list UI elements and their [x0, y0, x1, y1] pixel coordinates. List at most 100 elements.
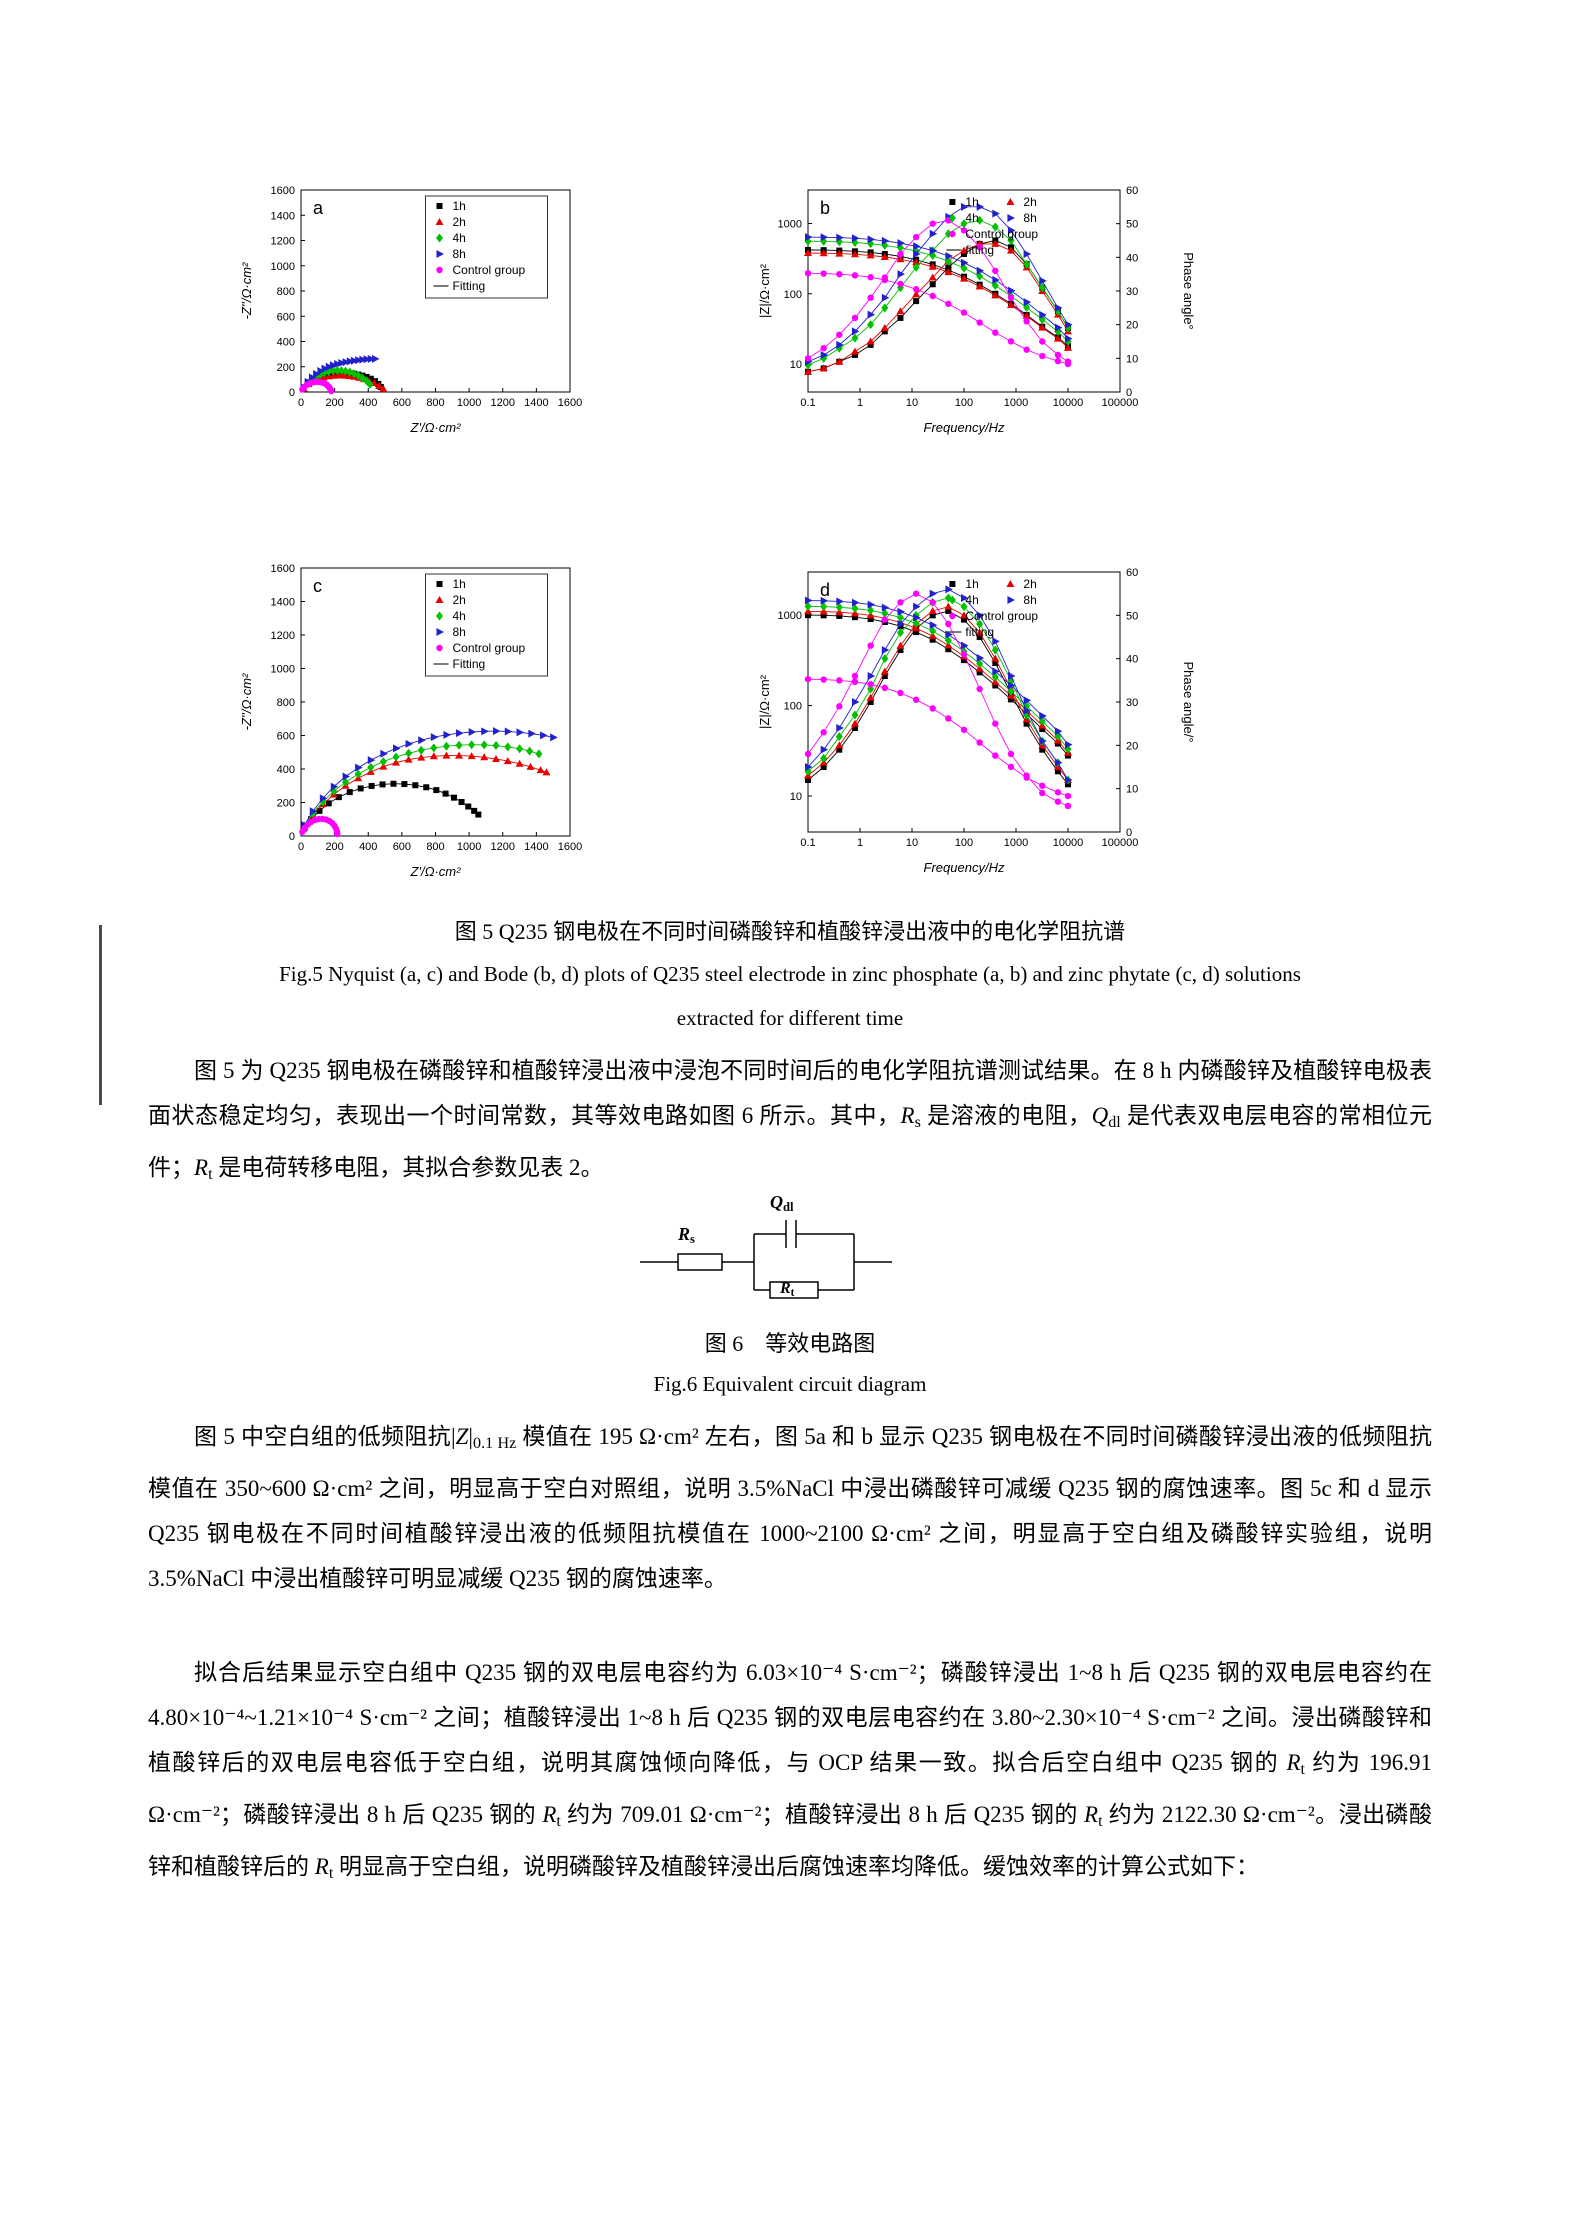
svg-text:1h: 1h — [453, 577, 466, 591]
svg-text:|Z|/Ω·cm²: |Z|/Ω·cm² — [757, 263, 772, 318]
fig5-caption-cn: 图 5 Q235 钢电极在不同时间磷酸锌和植酸锌浸出液中的电化学阻抗谱 — [454, 919, 1126, 944]
series-2h — [300, 751, 551, 830]
svg-text:0: 0 — [1126, 387, 1132, 399]
svg-text:1400: 1400 — [524, 397, 548, 409]
svg-text:1000: 1000 — [271, 664, 295, 676]
svg-text:Phase angle/°: Phase angle/° — [1181, 661, 1196, 742]
svg-text:1h: 1h — [965, 577, 978, 591]
svg-text:100: 100 — [784, 701, 802, 713]
svg-text:800: 800 — [426, 397, 444, 409]
svg-text:1200: 1200 — [271, 236, 295, 248]
svg-text:100000: 100000 — [1102, 397, 1139, 409]
svg-text:1000: 1000 — [1004, 837, 1028, 849]
svg-text:0.1: 0.1 — [800, 397, 815, 409]
fig5-caption-en-line2: extracted for different time — [676, 1006, 904, 1030]
svg-text:200: 200 — [325, 841, 343, 853]
svg-text:Control group: Control group — [453, 263, 526, 277]
svg-text:Z'/Ω·cm²: Z'/Ω·cm² — [410, 420, 462, 435]
paragraph-3: 拟合后结果显示空白组中 Q235 钢的双电层电容约为 6.03×10⁻⁴ S·c… — [148, 1660, 1433, 1883]
series-Control group — [804, 217, 1072, 368]
svg-text:0: 0 — [289, 387, 295, 399]
svg-text:-Z''/Ω·cm²: -Z''/Ω·cm² — [239, 673, 254, 730]
bode-plot-b: 0.1 1 10 100 1000 10000 1000001010010000102030… — [757, 185, 1196, 435]
svg-text:50: 50 — [1126, 610, 1138, 622]
svg-text:8h: 8h — [453, 625, 466, 639]
svg-text:4h: 4h — [453, 231, 466, 245]
legend-d: 1h 2h 4h 8h Control group fitting — [946, 577, 1038, 639]
svg-text:1h: 1h — [965, 195, 978, 209]
svg-text:10: 10 — [790, 791, 802, 803]
series-Control group — [804, 590, 1072, 810]
svg-text:10000: 10000 — [1053, 837, 1084, 849]
svg-text:1200: 1200 — [491, 397, 515, 409]
fig5-caption-en-line1: Fig.5 Nyquist (a, c) and Bode (b, d) plo… — [279, 962, 1301, 986]
series-1h — [301, 780, 482, 832]
svg-text:Z'/Ω·cm²: Z'/Ω·cm² — [410, 864, 462, 879]
svg-text:8h: 8h — [1023, 211, 1036, 225]
legend-b: 1h 2h 4h 8h Control group fitting — [946, 195, 1038, 257]
svg-text:Control group: Control group — [453, 641, 526, 655]
svg-text:0: 0 — [298, 397, 304, 409]
svg-text:10: 10 — [790, 359, 802, 371]
svg-text:1000: 1000 — [457, 397, 481, 409]
svg-text:-Z''/Ω·cm²: -Z''/Ω·cm² — [239, 262, 254, 319]
svg-text:1h: 1h — [453, 199, 466, 213]
svg-text:1200: 1200 — [491, 841, 515, 853]
svg-text:4h: 4h — [965, 211, 978, 225]
svg-text:4h: 4h — [965, 593, 978, 607]
svg-text:400: 400 — [277, 337, 295, 349]
svg-text:1400: 1400 — [271, 210, 295, 222]
series-8h — [805, 202, 1073, 366]
svg-text:b: b — [820, 198, 830, 218]
svg-text:1600: 1600 — [271, 185, 295, 197]
svg-text:8h: 8h — [1023, 593, 1036, 607]
rs-label: Rs — [678, 1224, 695, 1247]
svg-text:0: 0 — [289, 831, 295, 843]
resistor-rs — [677, 1253, 723, 1271]
series-4h — [300, 740, 543, 831]
svg-text:1: 1 — [857, 837, 863, 849]
svg-text:0: 0 — [1126, 827, 1132, 839]
svg-text:2h: 2h — [1023, 195, 1036, 209]
svg-text:600: 600 — [393, 841, 411, 853]
legend-c: 1h 2h 4h 8h Control group Fitting — [425, 573, 548, 677]
svg-text:1000: 1000 — [778, 610, 802, 622]
series-8h — [301, 727, 558, 830]
svg-text:100: 100 — [784, 289, 802, 301]
svg-text:|Z|/Ω·cm²: |Z|/Ω·cm² — [757, 674, 772, 729]
svg-text:2h: 2h — [453, 215, 466, 229]
svg-text:1600: 1600 — [558, 397, 582, 409]
revision-bar — [99, 925, 102, 1105]
svg-text:10: 10 — [1126, 353, 1138, 365]
legend-a: 1h 2h 4h 8h Control group Fitting — [425, 195, 548, 299]
svg-text:1000: 1000 — [271, 261, 295, 273]
svg-text:1400: 1400 — [271, 597, 295, 609]
svg-text:8h: 8h — [453, 247, 466, 261]
plot-b: 0.1 1 10 100 1000 10000 1000001010010000102030… — [757, 185, 1196, 435]
bode-plot-d: 0.1 1 10 100 1000 10000 1000001010010000102030… — [757, 567, 1196, 875]
svg-text:Fitting: Fitting — [453, 279, 486, 293]
svg-text:400: 400 — [359, 397, 377, 409]
svg-text:200: 200 — [277, 362, 295, 374]
svg-text:30: 30 — [1126, 286, 1138, 298]
svg-text:100: 100 — [955, 837, 973, 849]
series-8h — [805, 585, 1073, 784]
svg-text:100: 100 — [955, 397, 973, 409]
svg-text:600: 600 — [277, 311, 295, 323]
svg-text:60: 60 — [1126, 567, 1138, 579]
svg-text:200: 200 — [325, 397, 343, 409]
svg-text:fitting: fitting — [965, 243, 994, 257]
svg-text:1600: 1600 — [558, 841, 582, 853]
svg-text:200: 200 — [277, 798, 295, 810]
svg-text:Control group: Control group — [965, 609, 1038, 623]
svg-text:600: 600 — [277, 731, 295, 743]
svg-text:1400: 1400 — [524, 841, 548, 853]
fig6-caption-en: Fig.6 Equivalent circuit diagram — [653, 1372, 927, 1396]
svg-text:1000: 1000 — [1004, 397, 1028, 409]
qdl-label: Qdl — [770, 1192, 794, 1215]
nyquist-plot-c: 0 200 400 600 800 1000 1200 1400 1600 0 200 400 600 8… — [239, 563, 582, 879]
svg-text:800: 800 — [426, 841, 444, 853]
equivalent-circuit-diagram — [640, 1220, 892, 1299]
svg-text:400: 400 — [277, 764, 295, 776]
svg-text:0.1: 0.1 — [800, 837, 815, 849]
